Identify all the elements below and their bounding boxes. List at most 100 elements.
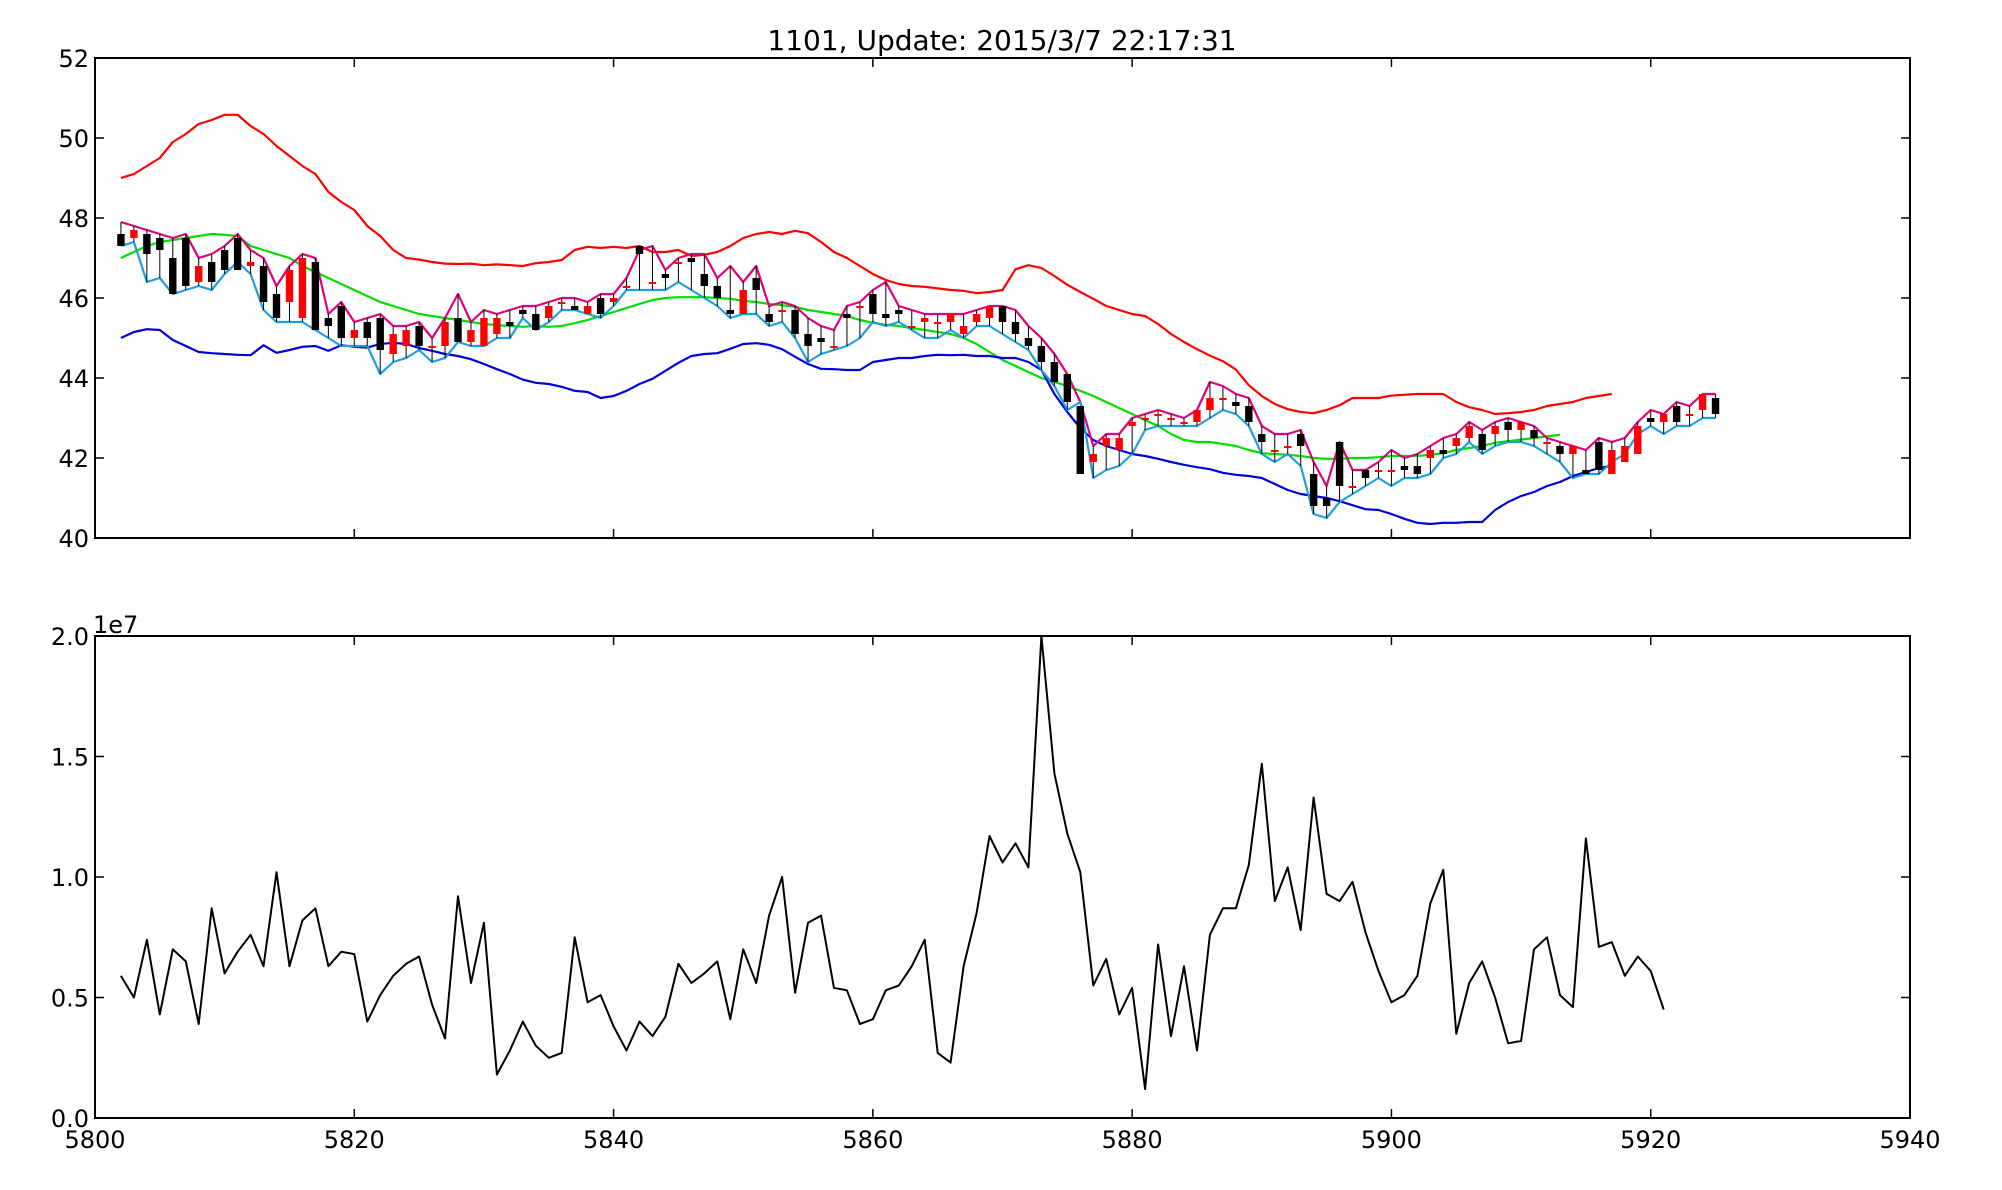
price-ytick-label: 44 — [58, 365, 89, 393]
candle-body — [1206, 398, 1214, 410]
candle-body — [1050, 362, 1059, 382]
candle-body — [1335, 442, 1344, 486]
chart-title: 1101, Update: 2015/3/7 22:17:31 — [767, 24, 1236, 57]
candle-body — [324, 318, 333, 326]
candle-body — [1387, 470, 1396, 472]
volume-scale-label: 1e7 — [93, 611, 138, 639]
volume-ytick-label: 0.5 — [51, 985, 89, 1013]
candle-body — [1582, 470, 1590, 474]
candle-body — [570, 306, 579, 310]
candle-body — [311, 262, 320, 330]
candle-body — [182, 238, 190, 286]
candle-body — [869, 294, 877, 314]
candle-body — [1672, 406, 1681, 422]
candle-body — [402, 330, 410, 346]
candle-body — [376, 318, 384, 350]
candle-body — [1024, 338, 1033, 346]
candle-body — [726, 310, 734, 314]
candle-body — [1413, 466, 1422, 474]
candle-body — [1271, 450, 1279, 452]
xtick-label: 5800 — [64, 1126, 125, 1154]
candle-body — [195, 266, 203, 282]
candle-body — [1491, 426, 1499, 434]
lower-band-line — [120, 328, 1612, 526]
candle-body — [1309, 474, 1318, 506]
candle-body — [713, 286, 721, 298]
candle-body — [791, 310, 799, 334]
candle-body — [661, 274, 670, 278]
candle-body — [1517, 422, 1525, 430]
candle-body — [1400, 466, 1409, 470]
candle-body — [739, 290, 747, 314]
candle-body — [1180, 422, 1188, 424]
candle-body — [830, 346, 838, 348]
candle-body — [117, 234, 125, 246]
candle-body — [674, 262, 683, 264]
candle-body — [130, 230, 138, 238]
candle-body — [1634, 426, 1642, 454]
candle-body — [1595, 442, 1603, 470]
volume-ytick-label: 0.0 — [51, 1105, 89, 1133]
candle-body — [622, 286, 631, 288]
candle-body — [1076, 406, 1084, 474]
candle-body — [493, 318, 501, 334]
candle-body — [946, 314, 955, 322]
candle-body — [583, 306, 592, 314]
price-axis-ticks: 40 42 44 46 48 50 52 — [58, 45, 1911, 553]
candle-body — [817, 338, 825, 342]
candle-body — [532, 314, 540, 330]
candle-body — [1115, 438, 1123, 450]
price-panel: 40 42 44 46 48 50 52 — [58, 45, 1911, 553]
candle-body — [1374, 470, 1383, 472]
price-ytick-label: 52 — [58, 45, 89, 73]
high-line — [120, 220, 1716, 488]
candle-body — [1089, 454, 1097, 462]
candle-body — [1232, 402, 1240, 406]
candle-body — [1608, 450, 1616, 474]
price-ytick-label: 42 — [58, 445, 89, 473]
candle-body — [959, 326, 968, 334]
candle-body — [843, 314, 851, 318]
volume-panel: 0.0 0.5 1.0 1.5 2.0 5800 5820 5840 5860 5880 5900 5… — [51, 611, 1941, 1154]
candle-body — [1128, 422, 1136, 426]
candle-body — [1478, 434, 1486, 450]
candle-body — [972, 314, 981, 322]
candle-body — [1569, 446, 1577, 454]
price-ytick-label: 40 — [58, 525, 89, 553]
volume-plot-area — [120, 635, 1665, 1091]
candle-body — [752, 278, 760, 290]
candle-body — [985, 306, 994, 318]
candle-body — [441, 322, 449, 346]
candle-body — [285, 270, 294, 302]
candle-body — [558, 302, 566, 304]
candle-body — [1219, 398, 1227, 400]
candle-body — [207, 262, 216, 282]
candle-body — [350, 330, 358, 338]
price-plot-area — [117, 113, 1720, 526]
candle-body — [933, 322, 942, 324]
candle-body — [519, 310, 527, 314]
candle-body — [908, 326, 916, 328]
candle-body — [298, 258, 307, 318]
candle-body — [1685, 414, 1694, 416]
xtick-label: 5880 — [1102, 1126, 1163, 1154]
price-ytick-label: 50 — [58, 125, 89, 153]
volume-axis-ticks: 0.0 0.5 1.0 1.5 2.0 5800 5820 5840 5860 5880 5900 5… — [51, 623, 1941, 1154]
volume-ytick-label: 2.0 — [51, 623, 89, 651]
candle-body — [1258, 434, 1266, 442]
candle-body — [1465, 426, 1473, 438]
price-ytick-label: 48 — [58, 205, 89, 233]
xtick-label: 5820 — [324, 1126, 385, 1154]
xtick-label: 5860 — [842, 1126, 903, 1154]
candle-body — [804, 334, 812, 346]
candle-body — [233, 238, 242, 270]
candle-body — [1141, 418, 1149, 420]
candle-body — [415, 326, 423, 346]
candle-body — [1193, 410, 1201, 422]
candle-body — [921, 318, 929, 322]
candle-body — [1284, 446, 1292, 448]
candle-body — [1037, 346, 1046, 362]
low-line — [120, 240, 1716, 520]
candle-body — [272, 294, 281, 318]
